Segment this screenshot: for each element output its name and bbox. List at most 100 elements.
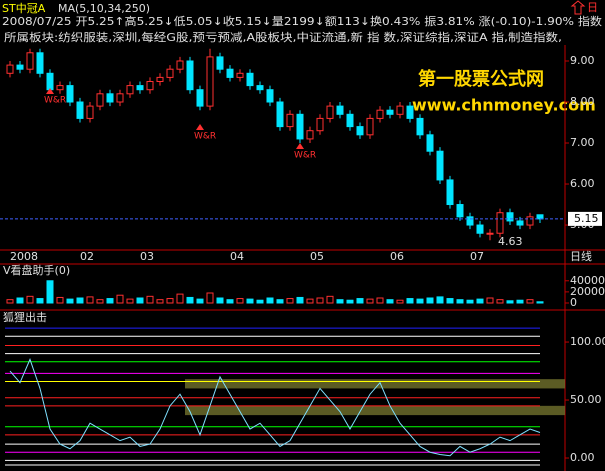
x-tick-label: 06 <box>390 250 404 263</box>
candle-body <box>526 216 534 226</box>
y-tick-label: 100.00 <box>570 335 605 348</box>
last-price-label: 5.15 <box>574 212 599 225</box>
candle-body <box>366 117 374 136</box>
candle-body <box>206 56 214 107</box>
candle-body <box>486 232 494 235</box>
candle-body <box>106 93 114 103</box>
candle-body <box>116 93 124 103</box>
volume-bar <box>286 298 294 304</box>
volume-bar <box>446 298 454 304</box>
volume-bar <box>36 298 44 304</box>
candle-body <box>516 220 524 226</box>
candle-body <box>356 126 364 136</box>
sector-line: 所属板块:纺织服装,深圳,每经G股,预亏预减,A股板块,中证流通,新 指 数,深… <box>4 30 562 44</box>
volume-bar <box>466 299 474 304</box>
candle-body <box>96 93 104 107</box>
candle-body <box>406 105 414 119</box>
volume-bar <box>406 298 414 304</box>
candle-body <box>216 56 224 70</box>
volume-bar <box>526 299 534 304</box>
volume-bar <box>426 297 434 304</box>
candle-body <box>256 85 264 91</box>
y-tick-label: 8.00 <box>570 95 595 108</box>
candle-body <box>336 105 344 115</box>
candle-body <box>426 134 434 152</box>
y-tick-label: 40000 <box>570 274 605 287</box>
candle-body <box>536 214 544 220</box>
signal-label: W&R <box>194 132 216 142</box>
volume-bar <box>386 299 394 304</box>
candle-body <box>276 101 284 128</box>
x-tick-label: 05 <box>310 250 324 263</box>
volume-bar <box>486 297 494 304</box>
y-tick-label: 9.00 <box>570 54 595 67</box>
candle-body <box>196 89 204 107</box>
volume-bar <box>306 298 314 304</box>
volume-bar <box>96 299 104 304</box>
y-tick-label: 6.00 <box>570 177 595 190</box>
signal-band <box>185 379 565 389</box>
volume-bar <box>496 299 504 304</box>
y-tick-label: 20000 <box>570 285 605 298</box>
volume-bar <box>46 280 54 304</box>
volume-bar <box>516 299 524 304</box>
y-tick-label: 50.00 <box>570 393 602 406</box>
candle-body <box>346 113 354 128</box>
candle-body <box>76 101 84 119</box>
period-button[interactable]: 日 <box>587 1 598 14</box>
volume-bar <box>476 298 484 304</box>
volume-bar <box>186 296 194 304</box>
timeframe-label: 日线 <box>570 249 592 263</box>
volume-bar <box>66 298 74 304</box>
x-tick-label: 02 <box>80 250 94 263</box>
volume-bar <box>6 299 14 304</box>
volume-bar <box>116 294 124 304</box>
candle-body <box>36 52 44 74</box>
volume-bar <box>26 295 34 304</box>
indicator-line <box>9 358 541 457</box>
volume-bar <box>436 296 444 304</box>
candle-body <box>66 85 74 103</box>
watermark-title: 第一股票公式网 <box>418 68 544 90</box>
candle-body <box>456 204 464 218</box>
candle-body <box>306 130 314 140</box>
x-tick-label: 04 <box>230 250 244 263</box>
volume-bar <box>126 298 134 304</box>
signal-label: W&R <box>294 151 316 161</box>
candle-body <box>146 80 154 91</box>
volume-bar <box>136 297 144 304</box>
candle-body <box>386 109 394 115</box>
signal-band <box>185 405 565 416</box>
signal-arrow <box>296 143 304 149</box>
candle-body <box>26 52 34 70</box>
volume-bar <box>76 297 84 304</box>
x-tick-label: 2008 <box>10 250 38 263</box>
volume-bar <box>506 300 514 304</box>
candle-body <box>326 105 334 119</box>
volume-bar <box>296 296 304 304</box>
volume-bar <box>216 297 224 304</box>
pane-title: V看盘助手(0) <box>3 263 70 277</box>
volume-bar <box>316 297 324 304</box>
candle-body <box>416 117 424 136</box>
volume-bar <box>226 299 234 304</box>
volume-bar <box>376 297 384 304</box>
volume-bar <box>166 298 174 304</box>
candle-body <box>246 72 254 87</box>
volume-bar <box>146 295 154 304</box>
candle-body <box>126 85 134 95</box>
candle-body <box>6 64 14 74</box>
candle-body <box>476 224 484 234</box>
y-tick-label: 7.00 <box>570 136 595 149</box>
candle-body <box>376 109 384 119</box>
volume-bar <box>396 299 404 304</box>
y-tick-label: 0 <box>570 296 577 309</box>
stock-name: ST中冠A <box>2 2 46 15</box>
candle-body <box>296 113 304 140</box>
volume-bar <box>256 299 264 304</box>
candle-body <box>466 216 474 226</box>
volume-bar <box>356 298 364 304</box>
candle-body <box>176 60 184 70</box>
up-arrow-icon[interactable] <box>570 0 586 15</box>
